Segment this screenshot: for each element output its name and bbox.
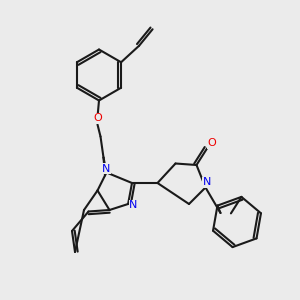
- Text: N: N: [102, 164, 111, 174]
- Text: N: N: [129, 200, 138, 211]
- Text: N: N: [203, 177, 211, 187]
- Text: O: O: [93, 113, 102, 124]
- Text: O: O: [207, 138, 216, 148]
